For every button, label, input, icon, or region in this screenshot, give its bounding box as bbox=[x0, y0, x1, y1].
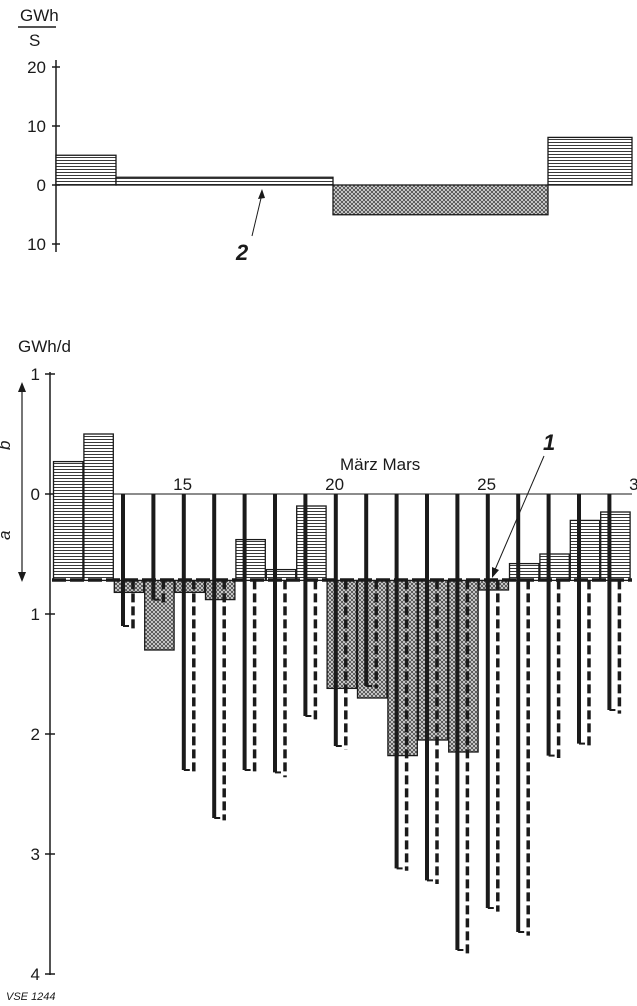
day-bar bbox=[600, 511, 631, 582]
day-bar bbox=[83, 433, 114, 582]
day-bar bbox=[569, 519, 601, 582]
top-segment-bar bbox=[332, 184, 549, 216]
day-bar bbox=[204, 579, 236, 601]
bottom-x-tick-label: 20 bbox=[325, 475, 344, 494]
top-unit-denominator: S bbox=[29, 31, 40, 50]
top-unit-label: GWh S bbox=[18, 6, 59, 50]
day-bar bbox=[174, 579, 206, 594]
side-arrow-a bbox=[18, 494, 26, 582]
day-bar bbox=[326, 579, 358, 690]
bottom-annotation-arrow bbox=[493, 455, 545, 573]
side-label-b: b bbox=[0, 441, 14, 450]
bottom-y-tick-label: 4 bbox=[31, 965, 40, 984]
bottom-chart: GWh/d b a März Mars 1 0 1 2 3 4 15 20 25 30 1 VSE… bbox=[0, 337, 637, 1003]
bottom-annotation-arrowhead bbox=[492, 567, 499, 578]
day-bar bbox=[113, 579, 145, 594]
day-bar bbox=[235, 538, 266, 582]
bottom-y-tick-label: 0 bbox=[31, 485, 40, 504]
top-y-tick-label: 0 bbox=[37, 176, 46, 195]
side-label-a: a bbox=[0, 531, 14, 540]
bottom-annotation-label: 1 bbox=[543, 430, 555, 455]
top-annotation-arrow bbox=[251, 193, 263, 237]
day-bar bbox=[448, 579, 479, 753]
bottom-x-tick-label: 15 bbox=[173, 475, 192, 494]
bottom-y-tick-label: 1 bbox=[31, 605, 40, 624]
bottom-unit-label: GWh/d bbox=[18, 337, 71, 356]
top-segment-bar bbox=[547, 136, 633, 186]
top-chart: GWh S 20 10 0 10 2 bbox=[18, 6, 633, 265]
top-segment-bar bbox=[55, 154, 117, 186]
side-arrow-b bbox=[18, 382, 26, 494]
bottom-x-tick-label: 30 bbox=[629, 475, 637, 494]
bottom-y-tick-label: 3 bbox=[31, 845, 40, 864]
top-annotation-arrowhead bbox=[258, 189, 265, 199]
day-bar bbox=[52, 460, 84, 582]
top-segment-bar bbox=[115, 176, 334, 186]
day-bar bbox=[144, 579, 175, 651]
day-bar bbox=[387, 579, 418, 757]
day-bar bbox=[539, 553, 570, 582]
bottom-y-tick-label: 1 bbox=[31, 365, 40, 384]
top-unit-numerator: GWh bbox=[20, 6, 59, 25]
month-label: März Mars bbox=[340, 455, 420, 474]
day-bar bbox=[356, 579, 388, 699]
day-bar bbox=[508, 562, 540, 582]
day-bar bbox=[417, 579, 449, 741]
figure-code: VSE 1244 bbox=[6, 991, 56, 1003]
day-bar bbox=[478, 579, 510, 591]
bottom-x-tick-label: 25 bbox=[477, 475, 496, 494]
top-y-tick-label: 20 bbox=[27, 58, 46, 77]
top-y-tick-label: 10 bbox=[27, 117, 46, 136]
day-bar bbox=[296, 505, 327, 582]
top-y-tick-label: 10 bbox=[27, 235, 46, 254]
bottom-y-tick-label: 2 bbox=[31, 725, 40, 744]
top-annotation-label: 2 bbox=[235, 240, 249, 265]
